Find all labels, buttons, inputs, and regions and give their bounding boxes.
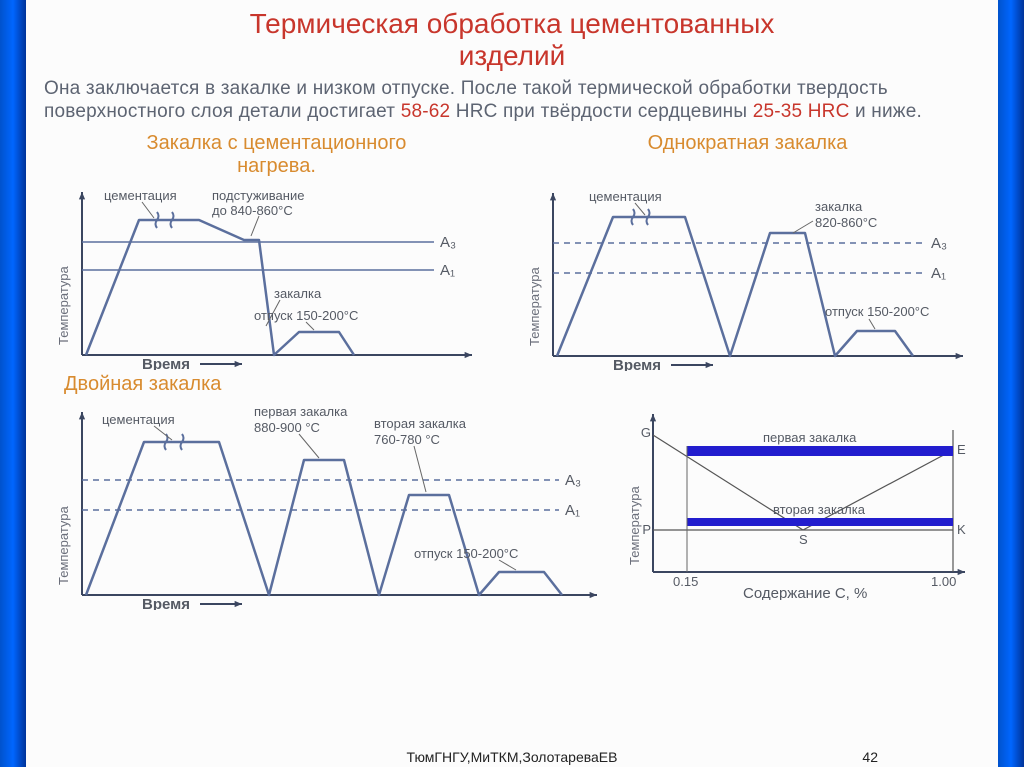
title-line2: изделий: [459, 40, 565, 71]
svg-text:A₃: A₃: [565, 472, 581, 489]
footer-text: ТюмГНГУ,МиТКМ,ЗолотареваЕВ: [407, 749, 618, 765]
svg-text:отпуск 150-200°C: отпуск 150-200°C: [825, 304, 929, 319]
svg-text:Содержание C, %: Содержание C, %: [743, 585, 867, 600]
svg-text:цементация: цементация: [102, 412, 175, 427]
svg-text:760-780 °C: 760-780 °C: [374, 432, 440, 447]
svg-text:A₁: A₁: [931, 265, 946, 282]
svg-text:Время: Время: [142, 356, 190, 370]
svg-text:0.15: 0.15: [673, 574, 698, 589]
phase-ylabel: Температура: [627, 486, 642, 565]
chart3-ylabel: Температура: [56, 506, 71, 585]
svg-text:820-860°C: 820-860°C: [815, 215, 877, 230]
svg-text:A₃: A₃: [931, 235, 947, 252]
svg-text:цементация: цементация: [589, 189, 662, 204]
phase-svg: G E P S Kпервая закалка вторая закалка 0.15 1.0…: [615, 400, 975, 600]
footer: ТюмГНГУ,МиТКМ,ЗолотареваЕВ 42: [26, 749, 998, 765]
svg-text:E: E: [957, 442, 966, 457]
chart1-svg: A₃ A₁ Время цементация подстуживаниедо 840-8…: [44, 180, 484, 370]
svg-text:880-900 °C: 880-900 °C: [254, 420, 320, 435]
svg-text:первая закалка: первая закалка: [254, 404, 348, 419]
svg-text:1.00: 1.00: [931, 574, 956, 589]
svg-text:Время: Время: [613, 357, 661, 371]
chart1-ylabel: Температура: [56, 266, 71, 345]
svg-text:S: S: [799, 532, 808, 547]
svg-text:до 840-860°C: до 840-860°C: [212, 203, 293, 218]
left-border: [0, 0, 26, 767]
svg-text:вторая закалка: вторая закалка: [374, 416, 467, 431]
svg-text:Время: Время: [142, 596, 190, 610]
svg-text:K: K: [957, 522, 966, 537]
chart3-heading: Двойная закалка: [64, 373, 980, 396]
svg-text:первая закалка: первая закалка: [763, 430, 857, 445]
chart1-heading: Закалка с цементационного нагрева.: [44, 132, 509, 178]
chart1-cell: Закалка с цементационного нагрева. Темпе…: [44, 128, 509, 371]
chart2-cell: Однократная закалка Температура A₃ A₁ Врем…: [515, 128, 980, 371]
chart3-cell: Температура A₃ A₁ Время цементация первая за…: [44, 400, 609, 610]
svg-text:цементация: цементация: [104, 188, 177, 203]
svg-text:A₁: A₁: [440, 262, 455, 279]
svg-text:отпуск 150-200°C: отпуск 150-200°C: [414, 546, 518, 561]
phase-cell: Температура G E P S Kпервая закалка вторая за…: [615, 400, 980, 610]
chart2-svg: A₃ A₁ Время цементация закалка820-860°C отпус…: [515, 181, 975, 371]
chart2-heading: Однократная закалка: [515, 132, 980, 155]
chart3-svg: A₃ A₁ Время цементация первая закалка880-900…: [44, 400, 609, 610]
chart2-ylabel: Температура: [527, 267, 542, 346]
page-number: 42: [862, 749, 878, 765]
svg-text:P: P: [642, 522, 651, 537]
svg-text:G: G: [641, 425, 651, 440]
svg-text:A₃: A₃: [440, 234, 456, 251]
svg-text:A₁: A₁: [565, 502, 580, 519]
right-border: [998, 0, 1024, 767]
main-title: Термическая обработка цементованных изде…: [44, 8, 980, 72]
slide-content: Термическая обработка цементованных изде…: [26, 0, 998, 767]
svg-text:закалка: закалка: [815, 199, 863, 214]
svg-text:закалка: закалка: [274, 286, 322, 301]
title-line1: Термическая обработка цементованных: [250, 8, 775, 39]
description: Она заключается в закалке и низком отпус…: [44, 78, 980, 124]
svg-text:вторая закалка: вторая закалка: [773, 502, 866, 517]
svg-text:отпуск 150-200°C: отпуск 150-200°C: [254, 308, 358, 323]
svg-text:подстуживание: подстуживание: [212, 188, 304, 203]
